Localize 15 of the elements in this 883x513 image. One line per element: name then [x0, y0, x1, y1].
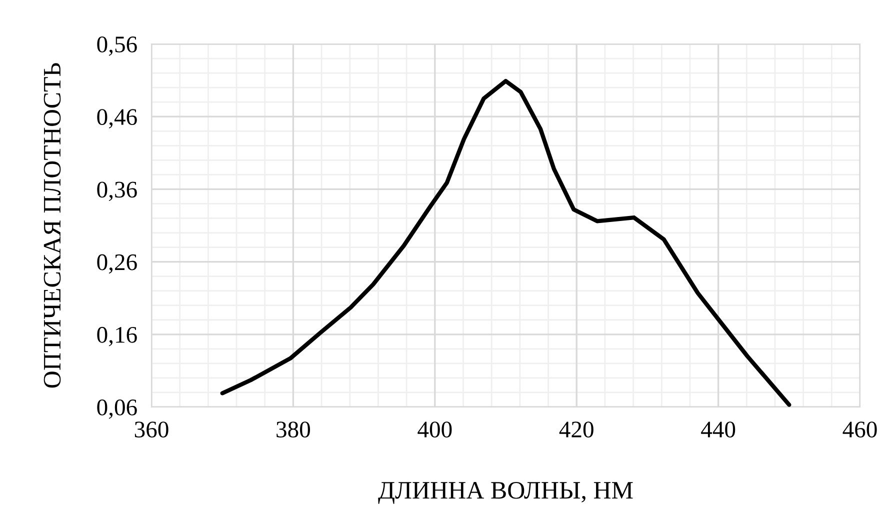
- x-tick-label: 420: [559, 422, 594, 438]
- y-tick-label: 0,36: [97, 182, 137, 202]
- x-tick-label: 440: [701, 422, 736, 438]
- x-axis-title: ДЛИННА ВОЛНЫ, НМ: [378, 482, 633, 504]
- x-tick-label: 460: [842, 422, 877, 438]
- y-tick-label: 0,16: [97, 326, 137, 346]
- x-tick-label: 400: [418, 422, 452, 438]
- y-tick-label: 0,56: [97, 36, 137, 56]
- y-axis-title: ОПТИЧЕСКАЯ ПЛОТНОСТЬ: [44, 63, 61, 388]
- line-series: [220, 78, 792, 407]
- y-tick-label: 0,46: [97, 109, 137, 128]
- y-tick-label: 0,06: [97, 399, 137, 419]
- x-tick-label: 380: [276, 422, 310, 438]
- x-tick-label: 360: [134, 422, 168, 438]
- y-tick-label: 0,26: [97, 254, 137, 274]
